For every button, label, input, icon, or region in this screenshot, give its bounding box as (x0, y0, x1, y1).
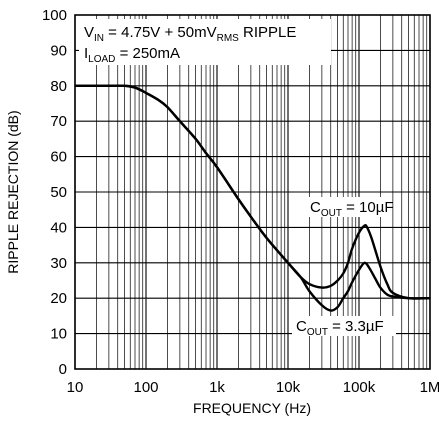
y-axis-label: RIPPLE REJECTION (dB) (5, 110, 21, 273)
condition-line-1: VIN = 4.75V + 50mVRMS RIPPLE (84, 24, 296, 44)
label-bg-10uf (306, 197, 388, 217)
y-tick-label: 60 (50, 149, 67, 166)
iload-subscript: LOAD (88, 54, 115, 65)
y-tick-label: 100 (42, 7, 67, 24)
x-tick-labels: 10 100 1k 10k 100k 1M (67, 379, 439, 396)
cout-3p3uf-subscript: OUT (307, 327, 328, 338)
cout-3p3uf-symbol: C (296, 318, 307, 335)
y-tick-label: 10 (50, 326, 67, 343)
condition-line-2: ILOAD = 250mA (84, 45, 180, 65)
x-tick-label: 1k (209, 379, 225, 396)
series-label-3p3uf: COUT = 3.3µF (296, 318, 384, 338)
plot-frame (74, 14, 431, 370)
rms-subscript: RMS (217, 33, 240, 44)
series-layer (75, 84, 431, 312)
x-tick-label: 100 (133, 379, 158, 396)
vin-value: = 4.75V + 50mV (104, 24, 217, 41)
label-bg-3p3uf (292, 316, 396, 336)
condition-box (79, 19, 331, 65)
y-tick-label: 40 (50, 219, 67, 236)
y-tick-label: 30 (50, 255, 67, 272)
vin-subscript: IN (94, 33, 104, 44)
cout-10uf-subscript: OUT (321, 208, 342, 219)
y-tick-label: 90 (50, 42, 67, 59)
x-tick-label: 1M (420, 379, 439, 396)
y-tick-label: 20 (50, 290, 67, 307)
y-tick-label: 70 (50, 113, 67, 130)
cout-10uf-value: = 10µF (342, 199, 394, 216)
x-axis-label: FREQUENCY (Hz) (193, 400, 311, 416)
x-tick-label: 10k (276, 379, 301, 396)
iload-value: = 250mA (115, 45, 180, 62)
y-tick-label: 50 (50, 184, 67, 201)
y-tick-label: 0 (59, 361, 67, 378)
series-label-10uf: COUT = 10µF (310, 199, 394, 219)
iload-symbol: I (84, 45, 88, 62)
y-tick-label: 80 (50, 78, 67, 95)
ripple-text: RIPPLE (239, 24, 297, 41)
x-tick-label: 10 (67, 379, 84, 396)
cout-10uf-symbol: C (310, 199, 321, 216)
cout-3p3uf-value: = 3.3µF (328, 318, 384, 335)
series-line-cout-3p3uf (75, 84, 431, 312)
vin-symbol: V (84, 24, 94, 41)
x-tick-label: 100k (343, 379, 376, 396)
y-tick-labels: 0 10 20 30 40 50 60 70 80 90 100 (42, 7, 67, 378)
